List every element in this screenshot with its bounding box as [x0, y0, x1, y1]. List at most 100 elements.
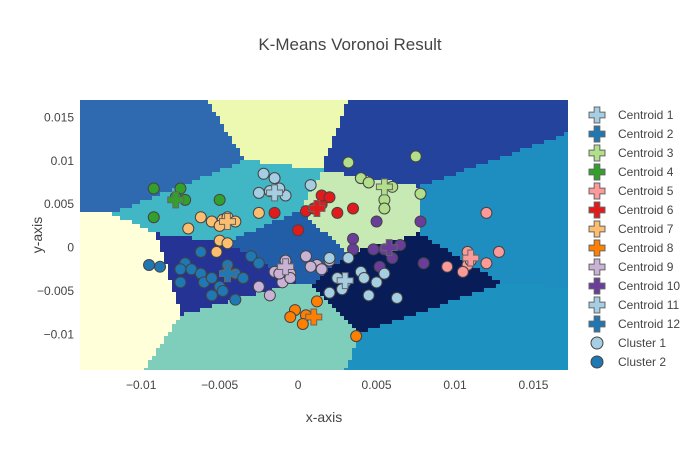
legend-dot-icon	[590, 336, 604, 350]
cluster-point	[441, 260, 454, 273]
voronoi-cell	[484, 288, 568, 293]
centroid-marker	[462, 249, 480, 267]
voronoi-cell	[172, 284, 284, 289]
voronoi-cell	[312, 284, 496, 289]
voronoi-cell	[80, 312, 180, 317]
voronoi-cell	[284, 216, 308, 221]
cluster-point	[390, 291, 403, 304]
cluster-point	[347, 232, 360, 245]
voronoi-cell	[284, 284, 312, 289]
legend[interactable]: Centroid 1 Centroid 2 Centroid 3 Centroid 4…	[588, 106, 680, 369]
voronoi-cell	[476, 164, 568, 169]
voronoi-cell	[316, 224, 420, 229]
voronoi-cell	[312, 188, 420, 193]
voronoi-cell	[308, 192, 420, 197]
legend-item[interactable]: Centroid 10	[588, 277, 680, 295]
voronoi-cell	[80, 236, 156, 241]
voronoi-cell	[420, 196, 568, 201]
legend-cross-icon	[588, 163, 606, 181]
voronoi-cell	[276, 268, 328, 273]
centroid-marker	[375, 178, 393, 196]
voronoi-cell	[420, 208, 568, 213]
voronoi-cell	[80, 132, 228, 137]
voronoi-cell	[180, 308, 200, 313]
voronoi-cell	[80, 112, 216, 117]
voronoi-cell	[152, 356, 352, 361]
voronoi-cell	[180, 184, 316, 189]
voronoi-cell	[224, 124, 340, 129]
legend-item[interactable]: Centroid 1	[588, 106, 674, 124]
voronoi-cell	[192, 180, 316, 185]
voronoi-cell	[80, 328, 172, 333]
voronoi-cell	[80, 164, 232, 169]
voronoi-cell	[360, 248, 448, 253]
voronoi-cell	[80, 308, 180, 313]
voronoi-cell	[332, 144, 532, 149]
y-axis-ticks: −0.01 −0.005 0 0.005 0.01 0.015	[37, 110, 74, 341]
legend-item[interactable]: Centroid 5	[588, 182, 674, 200]
voronoi-cell	[448, 248, 568, 253]
legend-cross-icon	[588, 144, 606, 162]
voronoi-cell	[236, 144, 332, 149]
legend-item[interactable]: Centroid 12	[588, 315, 680, 333]
centroid-marker	[308, 200, 326, 218]
legend-item[interactable]: Centroid 4	[588, 163, 674, 181]
voronoi-cell	[472, 264, 568, 269]
cluster-point	[315, 263, 328, 276]
legend-item[interactable]: Centroid 9	[588, 258, 674, 276]
legend-item[interactable]: Centroid 8	[588, 239, 674, 257]
voronoi-cell	[168, 264, 268, 269]
cluster-point	[252, 206, 265, 219]
legend-item[interactable]: Cluster 2	[590, 355, 666, 369]
voronoi-cell	[132, 204, 304, 209]
legend-item[interactable]: Cluster 1	[590, 336, 666, 350]
centroid-marker	[277, 258, 295, 276]
voronoi-cell	[212, 108, 344, 113]
voronoi-cell	[292, 212, 304, 217]
legend-item[interactable]: Centroid 11	[588, 296, 679, 314]
voronoi-cell	[80, 316, 180, 321]
voronoi-cell	[428, 236, 568, 241]
voronoi-cell	[144, 368, 344, 370]
cluster-point	[216, 284, 229, 297]
legend-item[interactable]: Centroid 7	[588, 220, 674, 238]
voronoi-cell	[328, 268, 480, 273]
voronoi-cell	[448, 300, 568, 305]
voronoi-cell	[80, 140, 232, 145]
voronoi-cell	[564, 132, 568, 137]
voronoi-cell	[352, 352, 568, 357]
voronoi-cell	[420, 232, 568, 237]
legend-item[interactable]: Centroid 6	[588, 201, 674, 219]
voronoi-cell	[160, 232, 244, 237]
cluster-point	[342, 156, 355, 169]
cluster-point	[210, 245, 223, 258]
y-tick-label: 0.015	[44, 110, 74, 124]
voronoi-cell	[80, 348, 156, 353]
voronoi-cell	[80, 148, 240, 153]
cluster-point	[414, 215, 427, 228]
voronoi-cell	[420, 212, 568, 217]
voronoi-cell	[156, 236, 192, 241]
y-tick-label: −0.005	[37, 284, 74, 298]
legend-item[interactable]: Centroid 2	[588, 125, 674, 143]
voronoi-cell	[80, 304, 180, 309]
cluster-point	[182, 222, 195, 235]
voronoi-cell	[304, 200, 420, 205]
voronoi-cell	[80, 160, 240, 165]
cluster-point	[205, 271, 218, 284]
legend-item[interactable]: Centroid 3	[588, 144, 674, 162]
cluster-point	[252, 186, 265, 199]
voronoi-cell	[180, 312, 184, 317]
voronoi-cell	[164, 256, 256, 261]
voronoi-cell	[80, 172, 212, 177]
voronoi-cell	[344, 112, 568, 117]
voronoi-cell	[80, 208, 120, 213]
legend-label: Centroid 12	[618, 317, 680, 331]
voronoi-cell	[368, 176, 444, 181]
voronoi-cell	[80, 268, 168, 273]
cluster-point	[370, 215, 383, 228]
voronoi-cell	[80, 136, 232, 141]
voronoi-cell	[320, 176, 368, 181]
voronoi-cell	[340, 312, 416, 317]
voronoi-cell	[420, 184, 568, 189]
